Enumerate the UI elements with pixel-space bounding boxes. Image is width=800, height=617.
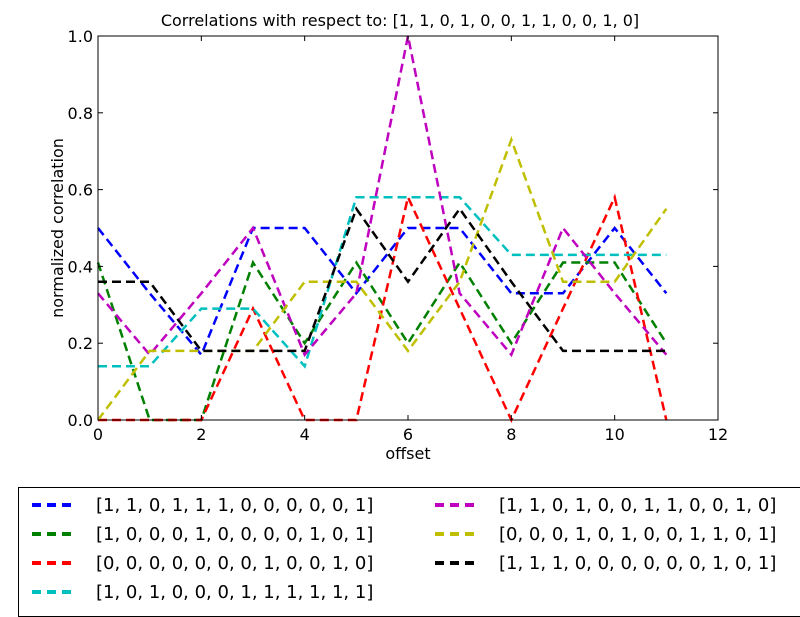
legend-swatch <box>32 532 72 536</box>
y-axis: 0.0 0.2 0.4 0.6 0.8 1.0 <box>68 27 718 430</box>
series-group <box>96 35 668 423</box>
series-line-6 <box>96 136 668 421</box>
x-tick-label: 2 <box>196 425 206 444</box>
legend-swatch <box>32 590 72 594</box>
legend: [1, 1, 0, 1, 1, 1, 0, 0, 0, 0, 0, 1] [1, … <box>18 487 800 617</box>
x-tick-label: 4 <box>300 425 310 444</box>
legend-swatch <box>435 503 475 507</box>
x-tick-label: 12 <box>708 425 728 444</box>
legend-swatch <box>32 561 72 565</box>
plot-area: 0 2 4 6 8 10 12 0.0 0.2 0.4 0.6 0.8 1.0 <box>68 27 729 444</box>
chart-title: Correlations with respect to: [1, 1, 0, … <box>161 11 639 30</box>
y-axis-label: normalized correlation <box>48 138 67 318</box>
legend-label: [1, 1, 0, 1, 1, 1, 0, 0, 0, 0, 0, 1] <box>96 494 374 516</box>
legend-item: [0, 0, 0, 0, 0, 0, 0, 1, 0, 0, 1, 0] <box>32 550 373 576</box>
y-tick-label: 0.4 <box>68 257 93 276</box>
legend-label: [1, 1, 0, 1, 0, 0, 1, 1, 0, 0, 1, 0] <box>499 494 777 516</box>
legend-item: [1, 0, 1, 0, 0, 0, 1, 1, 1, 1, 1, 1] <box>32 579 373 605</box>
y-tick-label: 0.8 <box>68 104 93 123</box>
x-tick-label: 0 <box>93 425 103 444</box>
legend-item: [1, 1, 0, 1, 1, 1, 0, 0, 0, 0, 0, 1] <box>32 492 373 518</box>
y-tick-label: 0.2 <box>68 334 93 353</box>
legend-swatch <box>32 503 72 507</box>
y-tick-label: 1.0 <box>68 27 93 46</box>
series-line-1 <box>97 225 668 358</box>
series-line-2 <box>96 259 668 422</box>
legend-swatch <box>435 561 475 565</box>
x-axis: 0 2 4 6 8 10 12 <box>93 36 728 444</box>
series-line-7 <box>98 206 667 353</box>
chart: Correlations with respect to: [1, 1, 0, … <box>48 11 729 463</box>
legend-label: [1, 0, 1, 0, 0, 0, 1, 1, 1, 1, 1, 1] <box>96 581 374 603</box>
x-tick-label: 8 <box>506 425 516 444</box>
legend-item: [0, 0, 0, 1, 0, 1, 0, 0, 1, 1, 0, 1] <box>435 521 776 547</box>
legend-label: [0, 0, 0, 0, 0, 0, 0, 1, 0, 0, 1, 0] <box>96 552 374 574</box>
legend-item: [1, 1, 1, 0, 0, 0, 0, 0, 0, 1, 0, 1] <box>435 550 776 576</box>
y-tick-label: 0.6 <box>68 181 93 200</box>
x-axis-label: offset <box>385 444 430 463</box>
legend-swatch <box>435 532 475 536</box>
x-tick-label: 10 <box>604 425 624 444</box>
legend-label: [1, 1, 1, 0, 0, 0, 0, 0, 0, 1, 0, 1] <box>499 552 777 574</box>
series-line-4 <box>98 196 667 369</box>
series-line-5 <box>97 35 668 358</box>
legend-item: [1, 0, 0, 0, 1, 0, 0, 0, 0, 1, 0, 1] <box>32 521 373 547</box>
y-tick-label: 0.0 <box>68 411 93 430</box>
legend-label: [0, 0, 0, 1, 0, 1, 0, 0, 1, 1, 0, 1] <box>499 523 777 545</box>
x-tick-label: 6 <box>403 425 413 444</box>
legend-item: [1, 1, 0, 1, 0, 0, 1, 1, 0, 0, 1, 0] <box>435 492 776 518</box>
legend-label: [1, 0, 0, 0, 1, 0, 0, 0, 0, 1, 0, 1] <box>96 523 374 545</box>
